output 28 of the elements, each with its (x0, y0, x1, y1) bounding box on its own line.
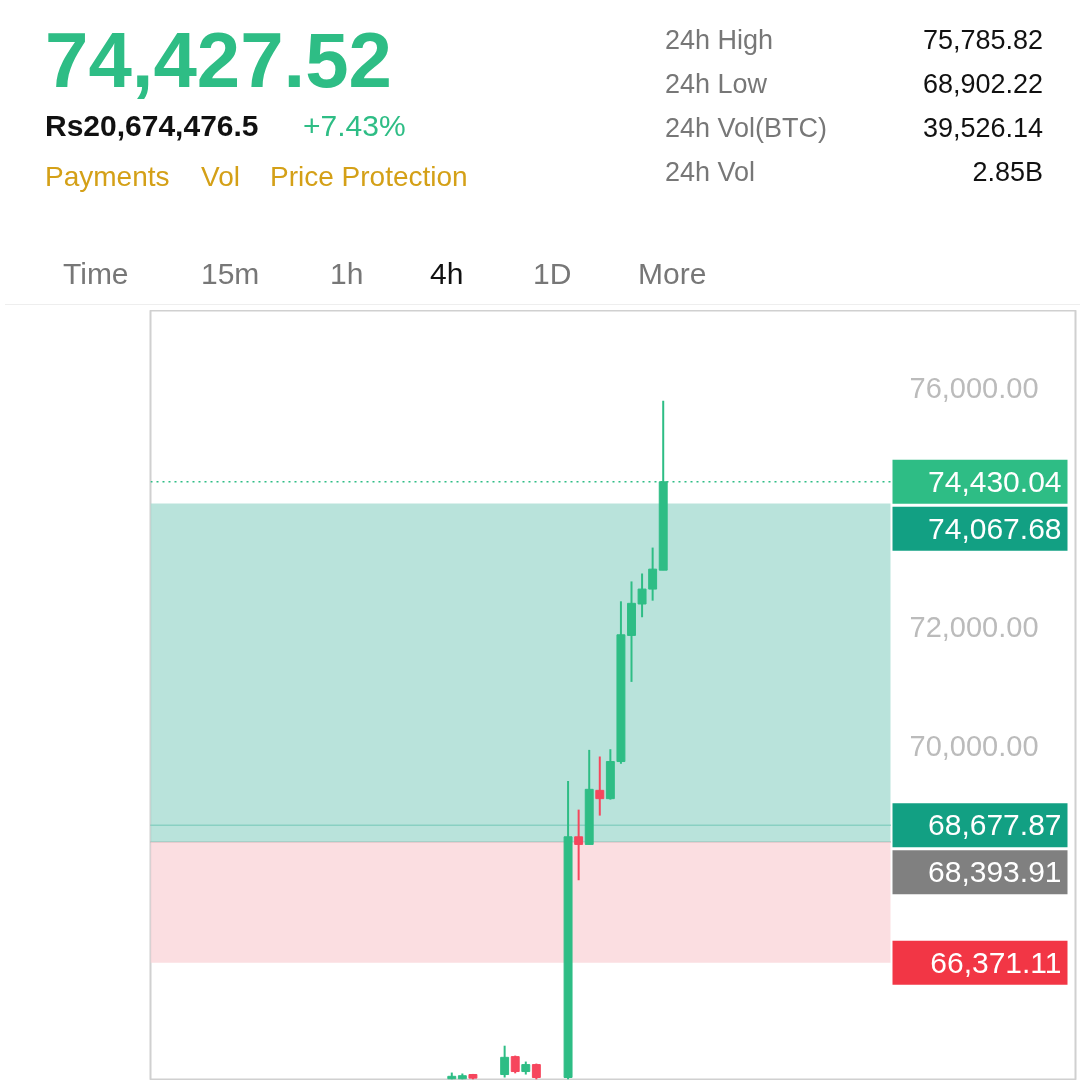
text: 1h (330, 256, 364, 292)
text: Vol (201, 160, 240, 194)
text: 24h Low (665, 68, 768, 101)
text: Payments (45, 160, 170, 194)
text: 24h Vol(BTC) (665, 112, 828, 145)
chart-title: 74,427.52 (45, 16, 393, 104)
text: 39,526.14 (921, 112, 1043, 145)
text: 4h (430, 256, 464, 292)
text: 2.85B (971, 156, 1043, 189)
text: More (638, 256, 707, 292)
ref-line-label: 68,677.87 (928, 808, 1062, 842)
y-tick-label: 76,000.00 (909, 372, 1039, 405)
band-label: 74,067.68 (928, 511, 1062, 545)
band-label: 66,371.11 (930, 945, 1062, 979)
y-tick-label: 72,000.00 (909, 610, 1039, 643)
text: 15m (201, 256, 260, 292)
text: 68,902.22 (921, 68, 1043, 101)
text: 24h Vol (665, 156, 756, 189)
text: 75,785.82 (921, 24, 1043, 57)
ref-line-label: 74,430.04 (928, 464, 1062, 498)
text: Time (63, 256, 129, 292)
text: Price Protection (270, 160, 468, 194)
text: 1D (533, 256, 572, 292)
text: 24h High (665, 24, 774, 57)
chart-subtitle: Rs20,674,476.5 (45, 108, 259, 144)
y-tick-label: 70,000.00 (909, 730, 1039, 763)
ref-line-label: 68,393.91 (928, 855, 1062, 889)
text: +7.43% (303, 108, 406, 144)
